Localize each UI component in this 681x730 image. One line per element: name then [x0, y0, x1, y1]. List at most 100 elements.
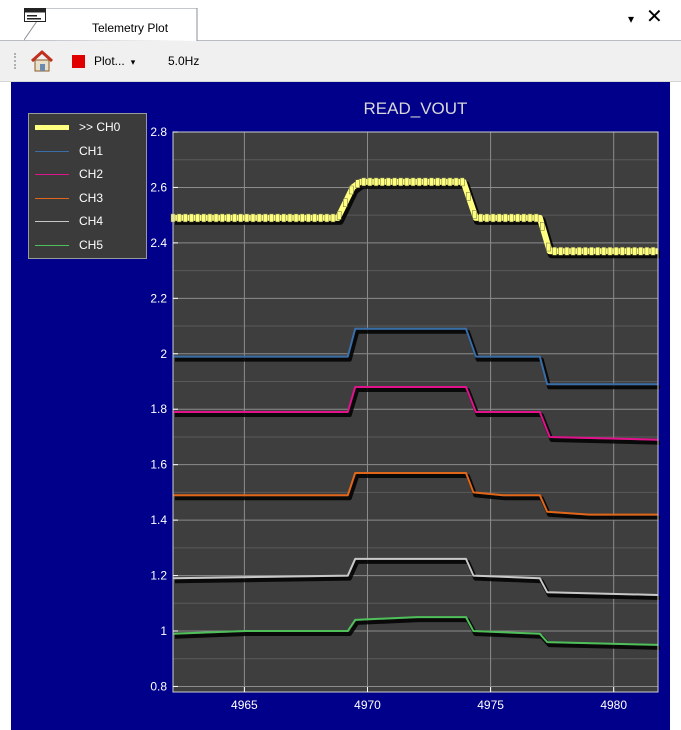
ch0-marker: [361, 177, 367, 187]
legend-item[interactable]: CH1: [29, 143, 148, 161]
ch0-marker: [244, 213, 250, 223]
plot-menu-button[interactable]: Plot... ▾: [94, 54, 135, 68]
y-tick-label: 1.2: [150, 569, 167, 583]
ch0-marker: [626, 246, 631, 256]
legend-label: CH4: [79, 214, 104, 228]
legend-swatch: [35, 125, 69, 130]
ch0-marker: [613, 246, 619, 256]
ch0-marker: [601, 246, 607, 256]
legend-item[interactable]: CH2: [29, 166, 148, 184]
ch0-marker: [570, 246, 576, 256]
y-tick-label: 2.6: [150, 180, 167, 194]
legend-item[interactable]: >> CH0: [29, 119, 148, 137]
y-tick-label: 2.4: [150, 236, 167, 250]
ch0-marker: [460, 177, 465, 187]
ch0-marker: [232, 213, 237, 223]
ch0-marker: [478, 213, 483, 223]
x-axis: 4965 4970 4975 4980: [231, 687, 627, 712]
close-icon[interactable]: ✕: [646, 6, 663, 28]
ch0-marker: [398, 177, 403, 187]
legend[interactable]: >> CH0 CH1 CH2 CH3 CH4 CH5: [28, 113, 147, 259]
ch0-marker: [373, 177, 379, 187]
ch0-marker: [447, 177, 453, 187]
ch0-marker: [441, 177, 447, 187]
plot-frame: [172, 131, 659, 693]
tab-title: Telemetry Plot: [92, 21, 169, 35]
legend-label: CH2: [79, 167, 104, 181]
legend-label: CH3: [79, 190, 104, 205]
legend-label: CH1: [79, 143, 104, 158]
home-icon[interactable]: [30, 50, 54, 72]
ch0-marker: [269, 213, 274, 223]
x-tick-label: 4965: [231, 698, 258, 712]
ch0-marker: [521, 213, 527, 223]
legend-swatch: [35, 150, 69, 152]
stop-icon[interactable]: [72, 55, 85, 68]
ch0-marker: [583, 246, 588, 256]
window-icon: [24, 8, 46, 22]
toolbar-grip[interactable]: [14, 53, 18, 69]
ch0-marker: [330, 213, 336, 223]
ch0-marker: [527, 213, 533, 223]
ch0-marker: [466, 192, 471, 201]
ch0-marker: [650, 246, 656, 256]
y-tick-label: 0.8: [150, 679, 167, 693]
ch0-marker: [213, 213, 219, 223]
ch0-marker: [540, 222, 545, 231]
legend-item[interactable]: CH3: [29, 190, 148, 208]
legend-label: CH5: [79, 237, 104, 252]
legend-swatch: [35, 174, 69, 175]
ch0-marker: [515, 213, 520, 223]
ch0-marker: [250, 213, 256, 223]
ch0-marker: [349, 185, 354, 195]
plot-menu-label: Plot...: [94, 54, 125, 68]
ch0-marker: [644, 246, 650, 256]
ch0-marker: [484, 213, 490, 223]
ch0-marker: [195, 213, 200, 223]
ch0-marker: [263, 213, 268, 223]
ch0-marker: [176, 213, 182, 223]
y-tick-label: 1.8: [150, 402, 167, 416]
chevron-down-icon: ▾: [130, 57, 136, 67]
ch0-marker: [287, 213, 293, 223]
tab-telemetry-plot[interactable]: Telemetry Plot: [24, 8, 198, 41]
legend-swatch: [35, 221, 69, 222]
ch0-marker: [275, 213, 280, 223]
x-tick-label: 4970: [354, 698, 381, 712]
ch0-marker: [607, 246, 613, 256]
ch0-marker: [533, 213, 539, 223]
ch0-marker: [490, 213, 496, 223]
ch0-marker: [453, 177, 459, 187]
chart-title: READ_VOUT: [364, 99, 468, 118]
ch0-marker: [496, 213, 502, 223]
ch0-marker: [207, 213, 213, 223]
ch0-marker: [435, 177, 440, 187]
series-markers: [170, 177, 656, 256]
ch0-marker: [416, 177, 422, 187]
series-line-ch5: [172, 616, 659, 646]
tab-strip: Telemetry Plot ▾ ✕: [0, 0, 681, 41]
ch0-marker: [226, 213, 231, 223]
ch0-marker: [355, 179, 360, 188]
y-tick-label: 1.6: [150, 458, 167, 472]
legend-swatch: [35, 244, 69, 246]
sample-rate-label: 5.0Hz: [168, 54, 200, 68]
ch0-marker: [632, 246, 637, 256]
y-axis: 0.8 1 1.2 1.4 1.6 1.8 2 2.2 2.4 2.6 2.8: [150, 125, 178, 693]
legend-item[interactable]: CH5: [29, 237, 148, 255]
ch0-marker: [367, 177, 373, 187]
tab-shape: [24, 8, 198, 41]
toolbar: Plot... ▾ 5.0Hz: [0, 41, 681, 82]
tab-menu-dropdown-icon[interactable]: ▾: [628, 12, 635, 26]
ch0-marker: [386, 177, 391, 187]
ch0-marker: [380, 177, 385, 187]
y-tick-label: 1: [160, 624, 167, 638]
legend-item[interactable]: CH4: [29, 213, 148, 231]
series-line-ch4: [172, 557, 659, 596]
y-tick-label: 2: [160, 347, 167, 361]
ch0-marker: [318, 213, 323, 223]
y-tick-label: 2.8: [150, 125, 167, 139]
ch0-marker: [410, 177, 416, 187]
ch0-marker: [293, 213, 299, 223]
